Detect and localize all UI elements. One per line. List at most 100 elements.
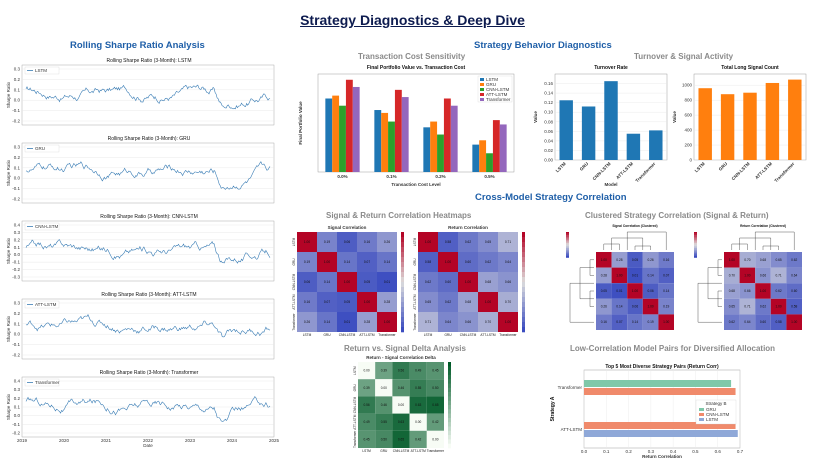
clustered-signal-colorbar-segment [566, 236, 569, 239]
signal-heatmap-colorbar-segment [401, 292, 404, 298]
signal-heatmap-ytick-label: LSTM [292, 237, 296, 246]
clustered-return-cell-value: 0.71 [744, 305, 750, 309]
rolling-legend-label: CNN-LSTM [35, 224, 59, 229]
clustered-return-cell-value: 0.62 [760, 305, 766, 309]
clustered-signal-cell-value: 0.28 [601, 273, 607, 277]
delta-heatmap-cell-value: 0.00 [398, 403, 404, 407]
turnover-bar [559, 100, 573, 160]
return-corr-heatmap: Return Correlation 1.00 0.58 0.62 0.65 0.71 0.… [413, 225, 525, 337]
return-heatmap-cell [438, 272, 458, 292]
clustered-return-cell-value: 0.64 [791, 273, 797, 277]
return-heatmap-xtick-label: LSTM [424, 333, 433, 337]
pairs-legend-title: Strategy B [705, 401, 726, 406]
rolling-xlabel: Date [143, 443, 153, 448]
rolling-sharpe-line [25, 396, 271, 422]
return-heatmap-colorbar-segment [522, 237, 525, 243]
rolling-ytick-label: 0.2 [14, 311, 21, 316]
turnover-ytick-label: 0.08 [544, 119, 553, 124]
signal-heatmap-cell [337, 312, 357, 332]
clustered-signal-cell-value: 0.05 [632, 258, 638, 262]
delta-heatmap-cell [392, 379, 410, 397]
clustered-signal-cell-value: 0.14 [647, 273, 653, 277]
rolling-legend-label: LSTM [35, 68, 47, 73]
rolling-ytick-label: -0.3 [12, 275, 20, 280]
return-heatmap-xtick-label: Transformer [499, 333, 517, 337]
rolling-chart-title: Rolling Sharpe Ratio (3-Month): CNN-LSTM [100, 214, 198, 220]
turnover-bar [649, 130, 663, 160]
rolling-legend-box [24, 300, 60, 309]
signal-heatmap-cell-value: 0.26 [384, 240, 390, 244]
txcost-legend-swatch [480, 98, 484, 101]
clustered-signal-cell [642, 298, 659, 315]
delta-heatmap-cell [358, 362, 376, 380]
clustered-return-cell [786, 267, 802, 284]
delta-heatmap-cell [409, 430, 427, 448]
clustered-return-title: Return Correlation (Clustered) [740, 224, 786, 228]
turnover-xtick-label: ATT-LSTM [615, 161, 634, 180]
signal-heatmap-cell [377, 252, 397, 272]
turnover-bar [581, 106, 596, 160]
clustered-signal-cell [596, 267, 612, 284]
return-heatmap-colorbar-segment [522, 262, 525, 268]
delta-heatmap-cell [409, 379, 427, 397]
clustered-signal-cell-value: 0.05 [601, 289, 607, 293]
delta-heatmap-cell [426, 362, 444, 380]
clustered-signal-cell [658, 252, 674, 268]
return-heatmap-cell [458, 232, 478, 252]
return-heatmap-cell [418, 272, 438, 292]
signal-heatmap-cell [337, 292, 357, 312]
return-heatmap-colorbar-segment [522, 242, 525, 248]
clustered-return-colorbar-segment [694, 248, 697, 250]
clustered-return-cell-value: 0.65 [775, 258, 781, 262]
delta-heatmap-cell-value: 0.42 [415, 437, 421, 441]
clustered-signal-cell-value: 1.00 [616, 273, 622, 277]
delta-heatmap-cell-value: 0.55 [381, 420, 387, 424]
clustered-return-cell-value: 1.00 [760, 289, 766, 293]
rolling-ytick-label: 0.4 [14, 379, 21, 384]
clustered-return-cell-value: 0.58 [775, 320, 781, 324]
txcost-bar [423, 127, 431, 172]
clustered-return-cell-value: 0.62 [791, 258, 797, 262]
clustered-signal-cell-value: 0.14 [663, 289, 669, 293]
turnover-ytick-label: 0.10 [544, 110, 553, 115]
return-heatmap-cell [458, 292, 478, 312]
clustered-signal-cell-value: 0.19 [647, 320, 653, 324]
rolling-ylabel: Sharpe Ratio [6, 237, 11, 264]
clustered-signal-colorbar-segment [566, 254, 569, 257]
return-heatmap-cell-value: 0.68 [465, 300, 471, 304]
signal-heatmap-ytick-label: Transformer [292, 312, 296, 330]
signal-heatmap-colorbar-segment [401, 237, 404, 243]
rolling-ytick-label: 0.1 [14, 405, 21, 410]
rolling-sharpe-line [25, 84, 271, 110]
return-heatmap-cell-value: 0.71 [505, 240, 511, 244]
pairs-legend-label: LSTM [706, 417, 718, 422]
rolling-chart-title: Rolling Sharpe Ratio (3-Month): ATT-LSTM [101, 292, 196, 298]
signal-count-chart-panel: Total Long Signal Count 0 200 400 600 800 1000… [672, 62, 814, 190]
signal-heatmap-colorbar-segment [401, 247, 404, 253]
clustered-return-cell-value: 0.64 [744, 320, 750, 324]
rolling-plot-frame [21, 64, 275, 126]
rolling-ytick-label: 0.1 [14, 165, 21, 170]
delta-heatmap-cell-value: 0.39 [381, 369, 387, 373]
rolling-chart-title: Rolling Sharpe Ratio (3-Month): Transfor… [100, 370, 199, 376]
clustered-signal-cell-value: 0.06 [632, 305, 638, 309]
return-heatmap-cell-value: 0.64 [445, 320, 451, 324]
txcost-legend-swatch [480, 78, 484, 81]
heatmaps-subtitle: Signal & Return Correlation Heatmaps [326, 211, 472, 220]
rolling-ytick-label: 0.3 [14, 387, 21, 392]
txcost-legend-label: Transformer [486, 97, 511, 102]
signal-heatmap-cell [337, 272, 357, 292]
delta-heatmap-colorbar-segment [448, 396, 451, 401]
return-heatmap-colorbar-segment [522, 277, 525, 283]
rolling-legend-box [24, 66, 60, 75]
pairs-ylabel: Strategy A [550, 396, 556, 421]
rolling-legend-box [24, 378, 60, 387]
return-heatmap-cell [498, 252, 518, 272]
return-heatmap-cell-value: 0.58 [425, 260, 431, 264]
clustered-signal-colorbar-segment [566, 251, 569, 253]
txcost-bar [325, 98, 333, 172]
pairs-xtick-label: 0.4 [670, 449, 677, 454]
turnover-ytick-label: 0.16 [544, 81, 553, 86]
signal-corr-heatmap-panel: Signal Correlation 1.00 0.19 0.06 0.16 0.26 0.… [289, 224, 421, 338]
signal-heatmap-cell-value: 0.16 [364, 240, 370, 244]
